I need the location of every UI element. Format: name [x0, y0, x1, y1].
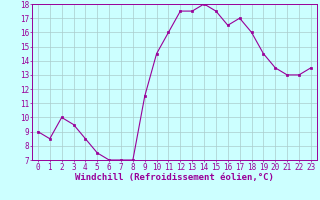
X-axis label: Windchill (Refroidissement éolien,°C): Windchill (Refroidissement éolien,°C) [75, 173, 274, 182]
